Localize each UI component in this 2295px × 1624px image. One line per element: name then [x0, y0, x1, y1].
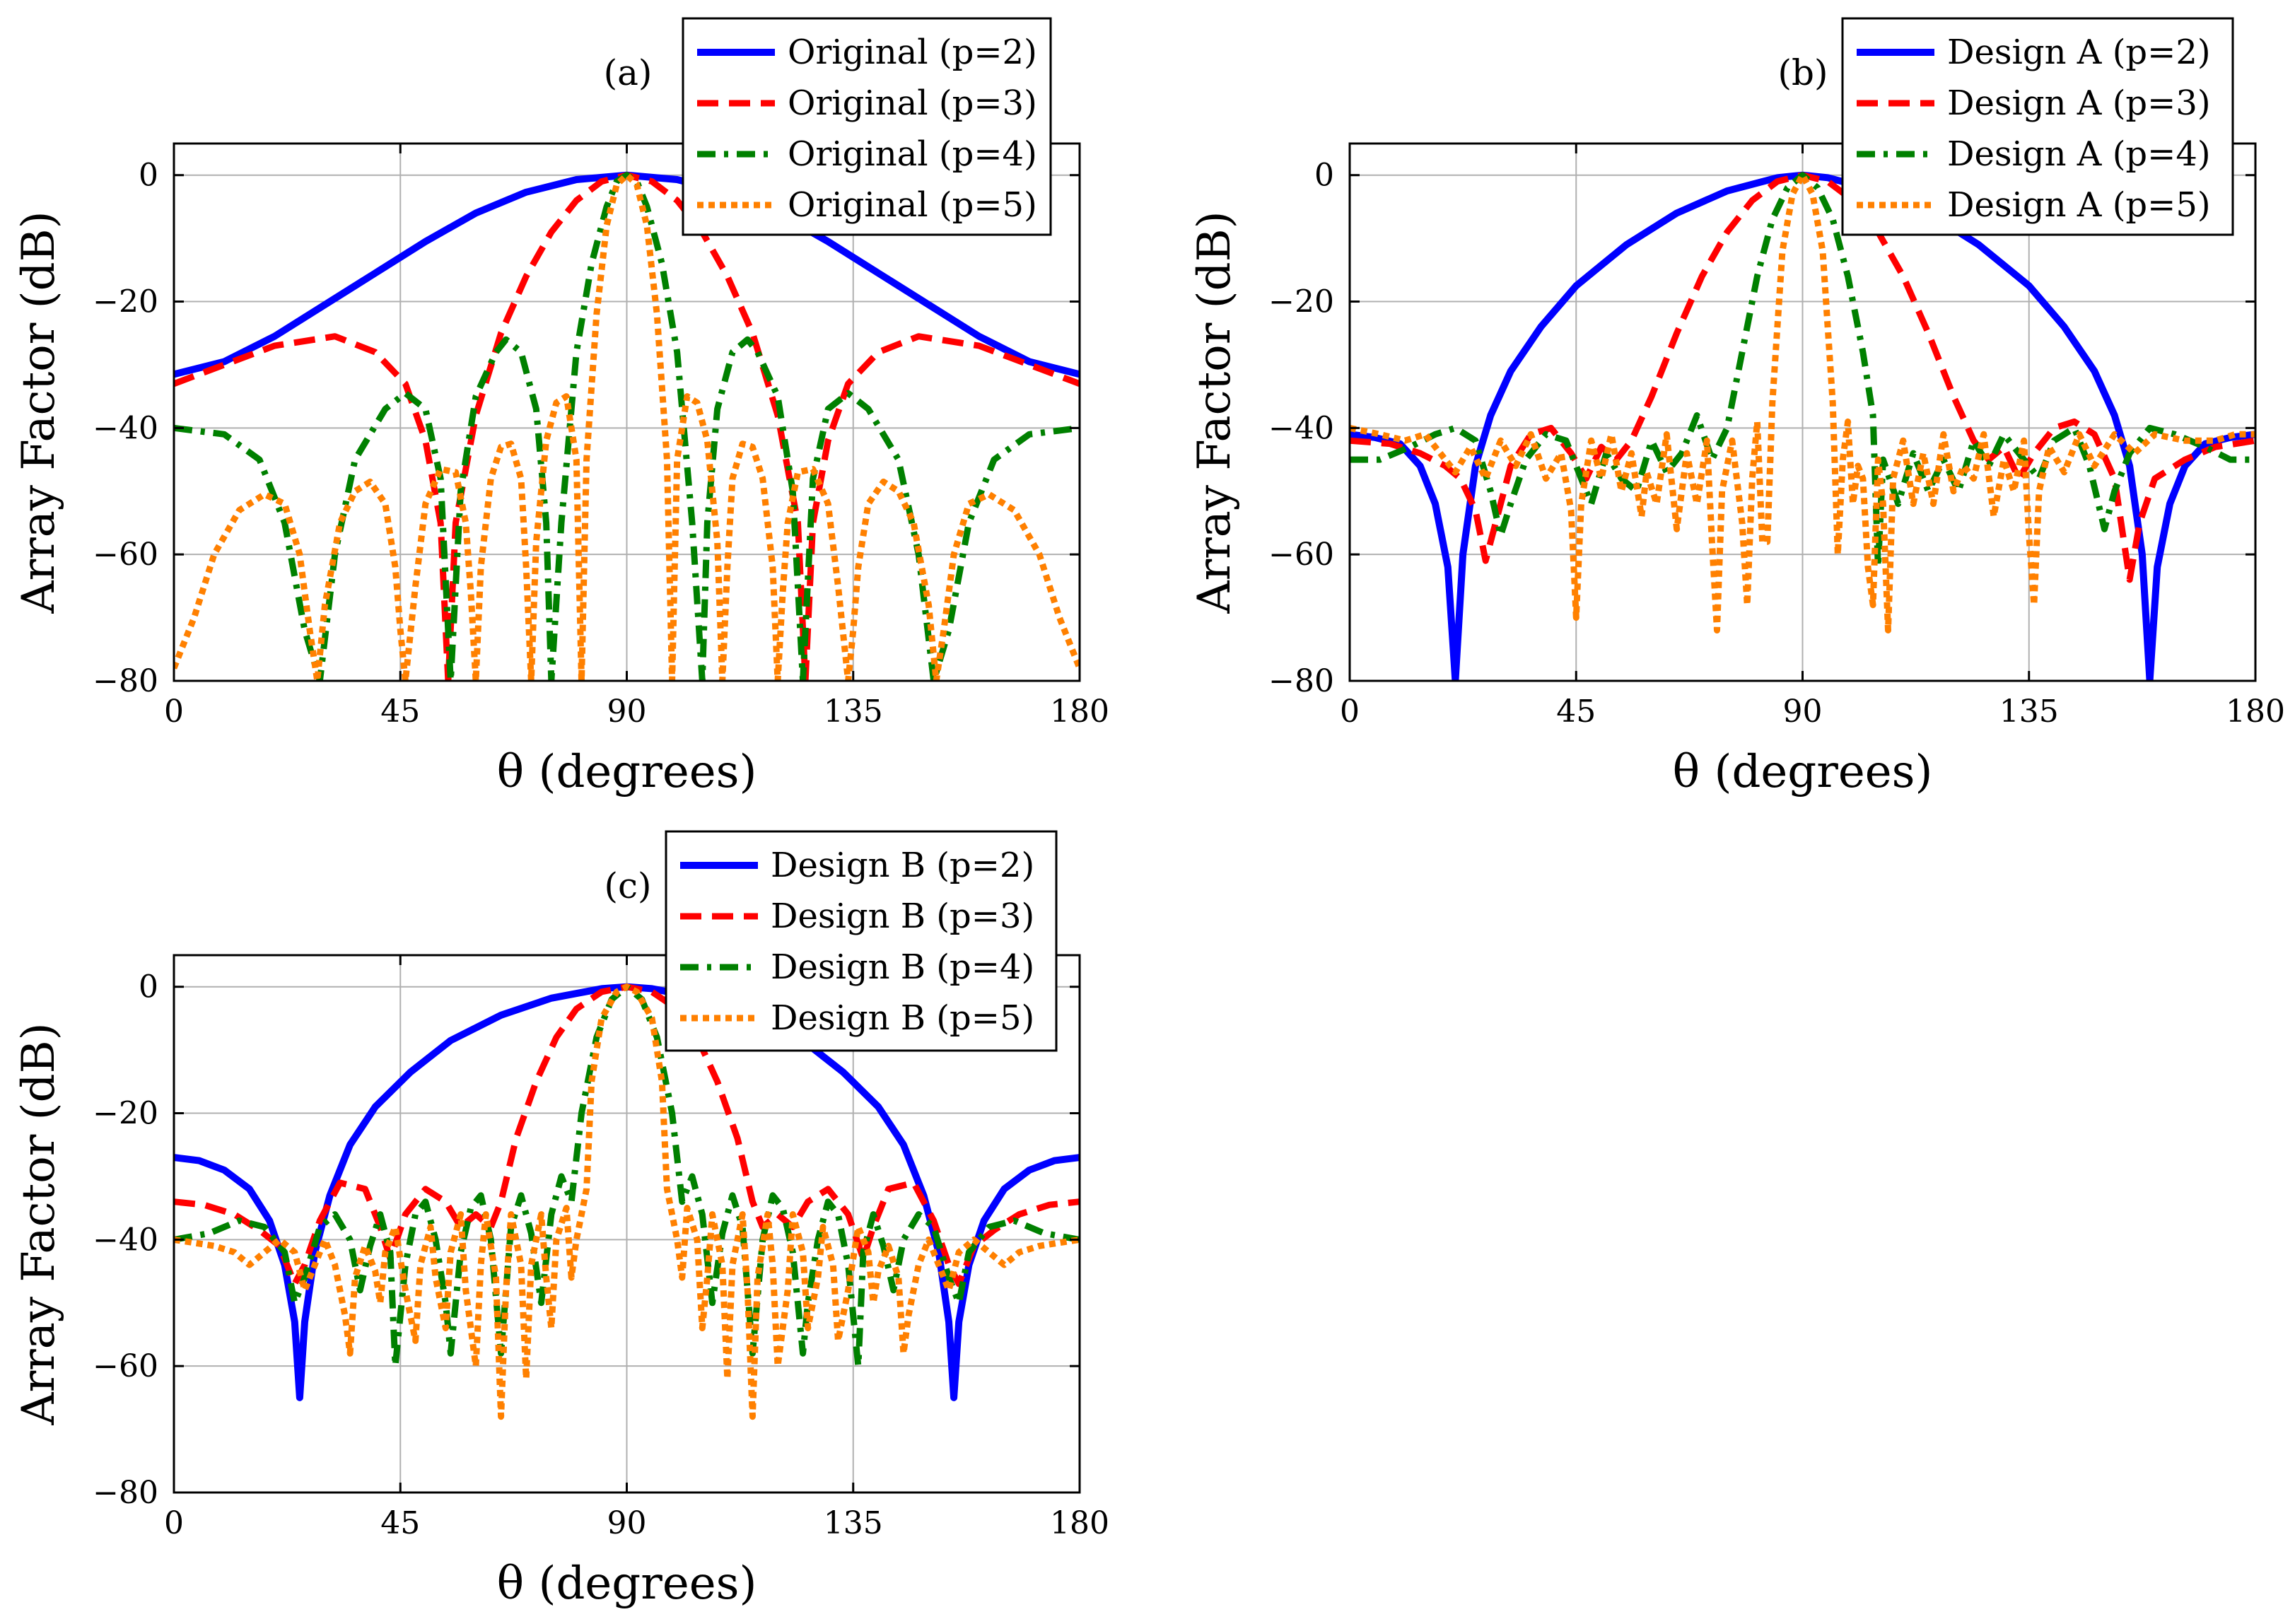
- panel-b: 0 45 90 135 180 0 −20 −40 −60 −80 θ (degrees) Array…: [1189, 17, 2285, 798]
- x-tick-label: 90: [1783, 694, 1823, 730]
- y-tick-label: −60: [93, 1348, 158, 1384]
- y-axis-label: Array Factor (dB): [13, 211, 65, 614]
- y-tick-label: −60: [93, 537, 158, 573]
- x-axis-label: θ (degrees): [1673, 746, 1933, 798]
- series-line-p5: [1350, 172, 2255, 633]
- series-group: [174, 171, 1080, 681]
- y-tick-label: −80: [93, 663, 158, 699]
- legend-label: Design B (p=2): [771, 846, 1034, 885]
- series-line-p5: [174, 172, 1080, 681]
- legend-label: Original (p=2): [788, 33, 1037, 72]
- legend: Design B (p=2) Design B (p=3) Design B (p=…: [665, 830, 1058, 1052]
- y-tick-label: −20: [1268, 284, 1334, 320]
- x-tick-label: 0: [164, 1505, 184, 1541]
- y-tick-label: −20: [93, 284, 158, 320]
- legend-label: Design B (p=4): [771, 947, 1034, 987]
- legend: Design A (p=2) Design A (p=3) Design A (p=…: [1841, 17, 2234, 236]
- legend-label: Design A (p=5): [1947, 185, 2211, 225]
- series-line-p4: [1350, 172, 2255, 571]
- panel-a: 0 45 90 135 180 0 −20 −40 −60 −80 θ (degrees) Array…: [13, 17, 1109, 798]
- x-tick-label: 45: [1556, 694, 1596, 730]
- y-axis-label: Array Factor (dB): [1189, 211, 1241, 614]
- panel-label: (b): [1777, 52, 1828, 93]
- y-tick-label: 0: [139, 158, 158, 194]
- y-tick-label: −60: [1268, 537, 1334, 573]
- x-tick-label: 135: [1999, 694, 2059, 730]
- series-group: [1350, 171, 2255, 681]
- y-axis-label: Array Factor (dB): [13, 1022, 65, 1425]
- x-tick-label: 180: [2226, 694, 2285, 730]
- x-axis-label: θ (degrees): [497, 1558, 757, 1610]
- legend-label: Design A (p=3): [1947, 83, 2211, 123]
- y-tick-label: −40: [1268, 410, 1334, 446]
- legend-label: Original (p=5): [788, 185, 1037, 225]
- series-group: [174, 983, 1080, 1420]
- legend: Original (p=2) Original (p=3) Original (p=…: [682, 17, 1052, 236]
- x-tick-label: 90: [607, 694, 647, 730]
- x-tick-label: 45: [380, 694, 420, 730]
- x-tick-label: 45: [380, 1505, 420, 1541]
- legend-label: Original (p=4): [788, 134, 1037, 174]
- x-tick-label: 135: [824, 1505, 883, 1541]
- x-tick-label: 180: [1050, 1505, 1109, 1541]
- x-tick-label: 0: [164, 694, 184, 730]
- y-tick-label: −80: [93, 1475, 158, 1511]
- x-tick-label: 90: [607, 1505, 647, 1541]
- y-tick-label: 0: [1314, 158, 1334, 194]
- legend-label: Design A (p=4): [1947, 134, 2211, 174]
- legend-label: Design B (p=3): [771, 896, 1034, 936]
- legend-label: Design B (p=5): [771, 998, 1034, 1038]
- x-axis-label: θ (degrees): [497, 746, 757, 798]
- y-tick-label: −40: [93, 410, 158, 446]
- panel-label: (c): [604, 865, 651, 906]
- x-tick-label: 0: [1340, 694, 1360, 730]
- y-tick-label: 0: [139, 969, 158, 1005]
- panel-c: 0 45 90 135 180 0 −20 −40 −60 −80 θ (degrees) Array…: [13, 830, 1109, 1610]
- legend-label: Design A (p=2): [1947, 33, 2211, 72]
- y-tick-label: −40: [93, 1222, 158, 1258]
- series-line-p4: [174, 172, 1080, 681]
- panel-label: (a): [604, 52, 653, 93]
- x-tick-label: 180: [1050, 694, 1109, 730]
- legend-label: Original (p=3): [788, 83, 1037, 123]
- y-tick-label: −20: [93, 1096, 158, 1132]
- y-tick-label: −80: [1268, 663, 1334, 699]
- x-tick-label: 135: [824, 694, 883, 730]
- series-line-p5: [174, 983, 1080, 1420]
